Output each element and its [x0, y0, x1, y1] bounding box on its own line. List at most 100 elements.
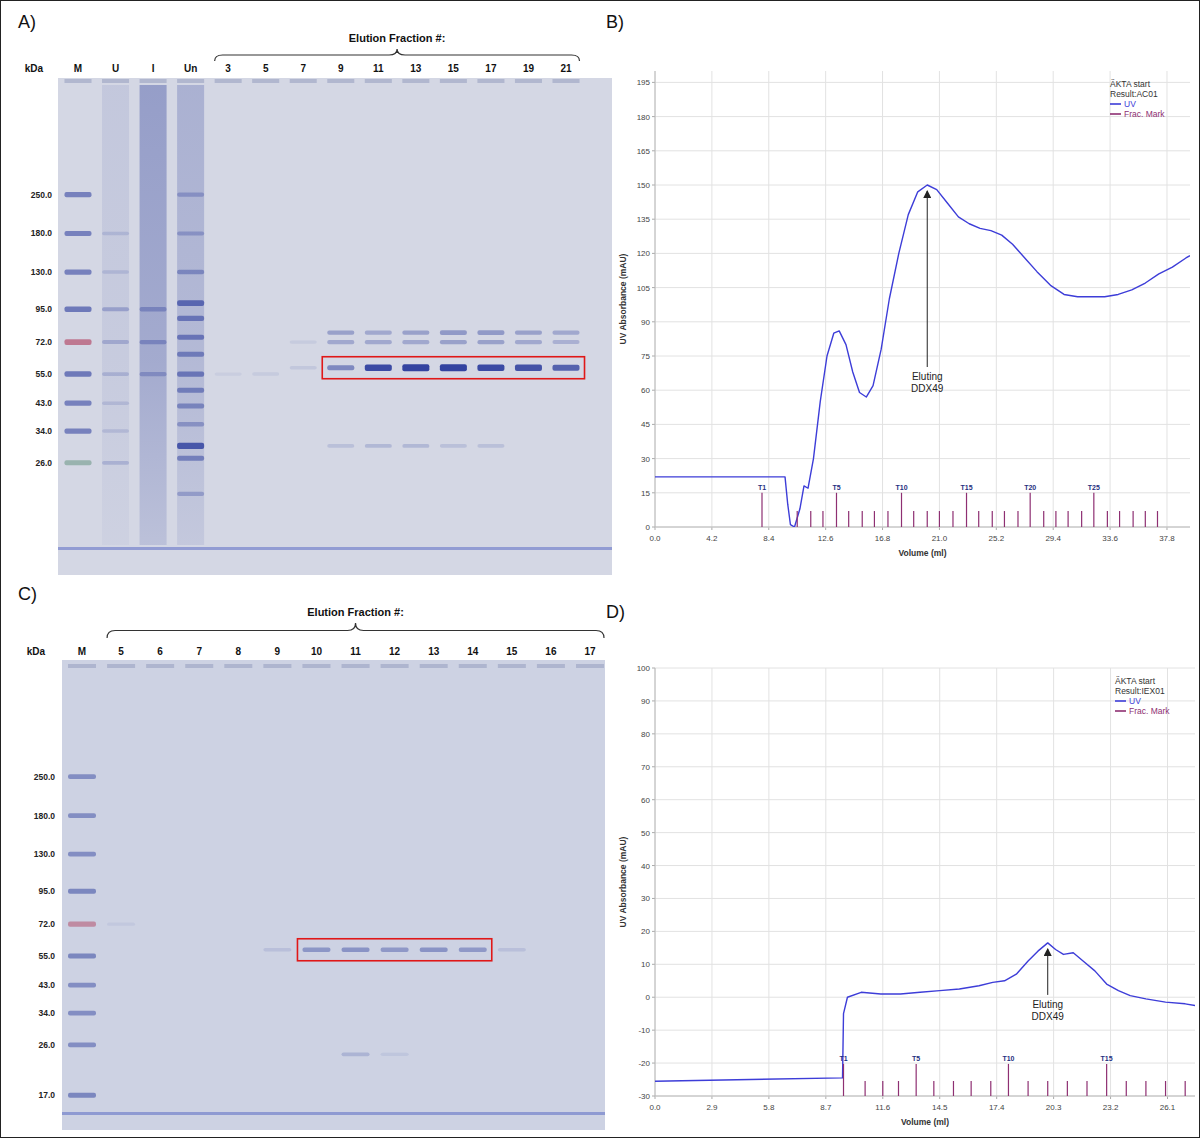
fraction-label: T15 — [960, 484, 972, 491]
well — [102, 79, 129, 83]
band — [440, 330, 467, 335]
well — [576, 664, 604, 668]
band — [177, 388, 204, 393]
well — [440, 79, 467, 83]
fraction-mark — [1008, 1064, 1009, 1096]
tick-label: 130.0 — [31, 267, 53, 277]
fraction-mark — [978, 511, 979, 527]
band — [68, 774, 96, 779]
fraction-mark — [971, 1081, 972, 1096]
lane-label: 7 — [196, 646, 202, 657]
x-axis — [655, 527, 1190, 528]
band — [140, 340, 167, 344]
grid-line — [655, 997, 1195, 998]
grid-line — [655, 219, 1190, 220]
band — [140, 307, 167, 311]
header: Elution Fraction #: — [307, 606, 404, 618]
fraction-mark — [901, 493, 902, 527]
tick-label: 0.0 — [649, 534, 661, 543]
axis-title: Volume (ml) — [898, 548, 946, 558]
fraction-mark — [990, 1081, 991, 1096]
tick-label: 0 — [646, 523, 651, 532]
tick-label: 30 — [641, 894, 650, 903]
well — [64, 79, 91, 83]
band — [68, 922, 96, 927]
tick-label: 130.0 — [34, 849, 56, 859]
tick-label: 90 — [641, 318, 650, 327]
tick-label: 55.0 — [35, 369, 52, 379]
annotation: DDX49 — [911, 383, 944, 394]
band — [177, 335, 204, 340]
well — [537, 664, 565, 668]
band — [440, 444, 467, 448]
fraction-label: T5 — [912, 1055, 920, 1062]
uv-line — [655, 943, 1195, 1081]
fraction-mark — [761, 493, 762, 527]
fraction-mark — [1126, 1081, 1127, 1096]
band — [498, 948, 526, 951]
well — [365, 79, 392, 83]
legend-header: Result:IEX01 — [1115, 686, 1165, 696]
band — [402, 340, 429, 344]
band — [420, 947, 448, 952]
tick-label: 100 — [637, 664, 651, 673]
panel-letter: B) — [606, 12, 624, 32]
tick-label: 5.8 — [763, 1103, 775, 1112]
band — [177, 492, 204, 496]
band — [381, 1053, 409, 1056]
plot-area — [655, 943, 1195, 1096]
tick-label: 75 — [641, 352, 650, 361]
band — [102, 401, 129, 405]
tick-label: 34.0 — [35, 426, 52, 436]
lane-label: 17 — [584, 646, 596, 657]
band — [342, 1052, 370, 1056]
legend-swatch — [1115, 710, 1126, 712]
band — [515, 330, 542, 334]
tick-label: 0.0 — [649, 1103, 661, 1112]
fraction-label: T15 — [1101, 1055, 1113, 1062]
fraction-mark — [916, 1064, 917, 1096]
lane-label: 15 — [448, 63, 460, 74]
grid-line — [655, 799, 1195, 800]
tick-label: 34.0 — [38, 1008, 55, 1018]
band — [381, 948, 409, 953]
lane-label: M — [78, 646, 86, 657]
lane-label: 11 — [350, 646, 361, 657]
grid-line — [939, 668, 940, 1096]
smear — [140, 85, 167, 545]
band — [64, 460, 91, 465]
tick-label: 95.0 — [38, 886, 55, 896]
band — [477, 340, 504, 344]
grid-line — [655, 253, 1190, 254]
fraction-mark — [882, 1081, 883, 1096]
lane-label: Un — [184, 63, 197, 74]
fraction-mark — [1017, 511, 1018, 527]
tick-label: 10 — [641, 960, 650, 969]
fraction-mark — [1093, 493, 1094, 527]
chart: 0.02.95.88.711.614.517.420.323.226.1-30-… — [618, 664, 1195, 1127]
gel: kDa250.0180.0130.095.072.055.043.034.026… — [25, 32, 612, 575]
tick-label: 8.4 — [763, 534, 775, 543]
well — [402, 79, 429, 83]
lane-label: 10 — [311, 646, 323, 657]
band — [102, 429, 129, 433]
tick-label: 105 — [637, 284, 651, 293]
highlight-box — [297, 939, 491, 961]
band — [290, 366, 317, 369]
tick-label: -30 — [638, 1092, 650, 1101]
grid-line — [655, 668, 656, 1096]
tick-label: -20 — [638, 1059, 650, 1068]
band — [107, 923, 135, 926]
lane-label: 9 — [275, 646, 281, 657]
fraction-mark — [874, 511, 875, 527]
band — [177, 352, 204, 357]
lane-label: 11 — [373, 63, 384, 74]
grid-line — [655, 865, 1195, 866]
dye-front — [62, 1112, 605, 1115]
fraction-mark — [1086, 1081, 1087, 1096]
legend-header: Result:AC01 — [1110, 89, 1158, 99]
gel-background — [58, 78, 612, 575]
highlight-box — [322, 357, 584, 379]
tick-label: 14.5 — [932, 1103, 948, 1112]
band — [68, 1042, 96, 1047]
